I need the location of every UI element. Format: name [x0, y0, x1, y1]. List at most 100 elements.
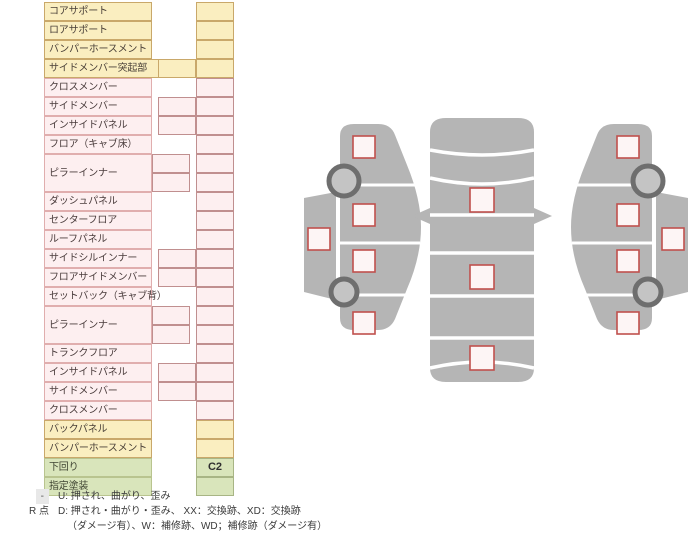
grid-cell — [152, 173, 190, 192]
grid-cell — [196, 439, 234, 458]
row-label: サイドメンバー — [44, 97, 152, 116]
table-row: D — [44, 325, 244, 344]
marker-square-door — [307, 227, 331, 251]
wheel-rear — [632, 276, 664, 308]
row-label: サイドメンバー — [44, 382, 152, 401]
table-row: センターフロア — [44, 211, 244, 230]
grid-cell — [196, 97, 234, 116]
legend: - U: 押され、曲がり、歪み R 点 D: 押され・曲がり・歪み、 XX：交換… — [14, 489, 394, 534]
grid-cell — [196, 173, 234, 192]
table-row: ルーフパネル — [44, 230, 244, 249]
grid-cell — [196, 230, 234, 249]
row-label: サイドシルインナー — [44, 249, 152, 268]
wheel-front — [326, 163, 362, 199]
grid-cell — [196, 363, 234, 382]
grid-cell — [196, 268, 234, 287]
grid-cell — [158, 382, 196, 401]
marker-square — [469, 187, 495, 213]
grid-cell — [158, 116, 196, 135]
table-row: コアサポート — [44, 2, 244, 21]
marker-square-door — [661, 227, 685, 251]
grid-cell — [152, 154, 190, 173]
center-top-view — [412, 118, 552, 382]
center-body-silhouette — [430, 118, 534, 382]
row-label: 指定塗装 — [44, 477, 152, 496]
grid-cell — [158, 268, 196, 287]
row-label: トランクフロア — [44, 344, 152, 363]
grid-cell — [196, 382, 234, 401]
wheel-front — [630, 163, 666, 199]
table-row: インサイドパネル — [44, 363, 244, 382]
table-row: クロスメンバー — [44, 401, 244, 420]
vehicle-diagram — [300, 110, 692, 410]
table-row: 指定塗装 — [44, 477, 244, 496]
row-label: インサイドパネル — [44, 116, 152, 135]
table-row: サイドメンバー — [44, 97, 244, 116]
grid-cell — [196, 401, 234, 420]
table-row: セットバック（キャブ背） — [44, 287, 244, 306]
table-row: トランクフロア — [44, 344, 244, 363]
grid-cell — [196, 59, 234, 78]
table-row: サイドメンバー突起部 — [44, 59, 244, 78]
marker-square — [352, 135, 376, 159]
grid-cell — [196, 420, 234, 439]
grid-cell — [196, 40, 234, 59]
legend-text-d: D: 押され・曲がり・歪み、 XX：交換跡、XD：交換跡 — [58, 506, 301, 517]
grid-cell — [158, 363, 196, 382]
row-label: バックパネル — [44, 420, 152, 439]
table-row: ダッシュパネル — [44, 192, 244, 211]
table-row: クロスメンバー — [44, 78, 244, 97]
row-label: クロスメンバー — [44, 401, 152, 420]
grid-cell — [196, 78, 234, 97]
grid-cell — [158, 59, 196, 78]
marker-square — [616, 311, 640, 335]
grid-cell — [196, 477, 234, 496]
row-label: ピラーインナー — [44, 154, 152, 192]
marker-square — [469, 345, 495, 371]
grid-cell — [196, 344, 234, 363]
row-label: バンパーホースメント — [44, 439, 152, 458]
grid-cell — [196, 325, 234, 344]
marker-square — [616, 135, 640, 159]
grid-cell — [196, 2, 234, 21]
grid-cell — [196, 192, 234, 211]
left-side-view — [304, 124, 421, 335]
table-row: 下回り C2 — [44, 458, 244, 477]
grid-cell — [196, 135, 234, 154]
marker-square — [616, 249, 640, 273]
row-label: 下回り — [44, 458, 152, 477]
mirror-right — [534, 208, 552, 224]
grid-cell — [158, 249, 196, 268]
inspection-table: コアサポート ロアサポート バンパーホースメント サイドメンバー突起部 クロスメンバーサ… — [44, 2, 244, 496]
grid-cell — [196, 154, 234, 173]
table-row: ピラーインナーC — [44, 306, 244, 344]
row-label: バンパーホースメント — [44, 40, 152, 59]
grid-cell — [196, 21, 234, 40]
table-row: インサイドパネル — [44, 116, 244, 135]
table-row: バンパーホースメント — [44, 40, 244, 59]
legend-text-u: U: 押され、曲がり、歪み — [58, 491, 171, 502]
table-row: フロア（キャブ床） — [44, 135, 244, 154]
legend-row-r: R 点 D: 押され・曲がり・歪み、 XX：交換跡、XD：交換跡 — [14, 504, 394, 519]
row-label: フロア（キャブ床） — [44, 135, 152, 154]
grid-cell — [152, 325, 190, 344]
right-side-view — [571, 124, 688, 335]
table-row: サイドシルインナー — [44, 249, 244, 268]
grid-cell — [152, 306, 190, 325]
row-label: ロアサポート — [44, 21, 152, 40]
grid-cell — [196, 287, 234, 306]
row-label: クロスメンバー — [44, 78, 152, 97]
table-row: バックパネル — [44, 420, 244, 439]
row-label: ダッシュパネル — [44, 192, 152, 211]
marker-square — [616, 203, 640, 227]
marker-square — [352, 311, 376, 335]
legend-key-dash: - — [14, 489, 58, 504]
marker-square — [352, 203, 376, 227]
grid-cell — [196, 116, 234, 135]
legend-row-u: - U: 押され、曲がり、歪み — [14, 489, 394, 504]
table-row: バンパーホースメント — [44, 439, 244, 458]
table-row: ピラーインナーA — [44, 154, 244, 192]
table-row: B — [44, 173, 244, 192]
row-label: セットバック（キャブ背） — [44, 287, 167, 306]
table-row: サイドメンバー — [44, 382, 244, 401]
